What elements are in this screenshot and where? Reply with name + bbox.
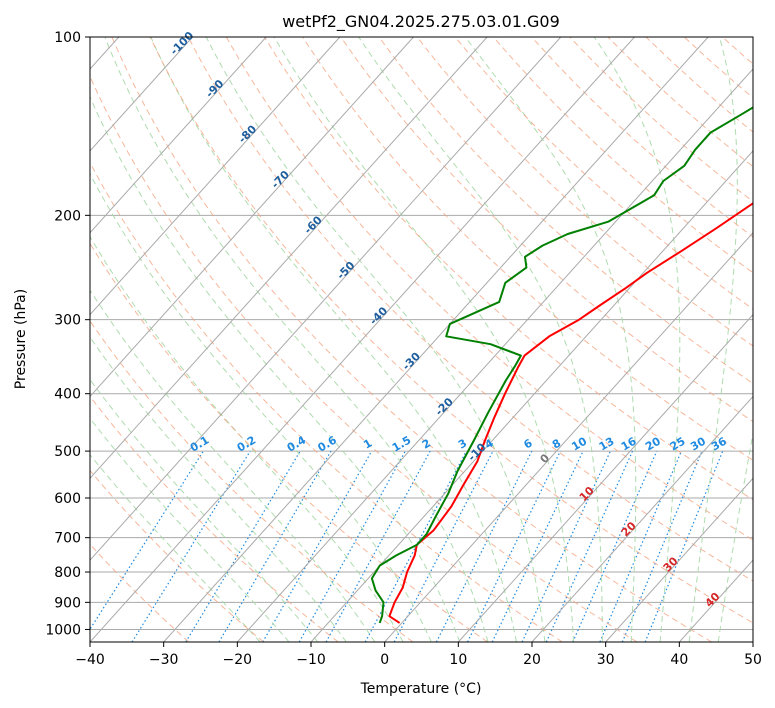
isotherm-line <box>90 37 488 480</box>
mixing-ratio-line <box>131 450 251 642</box>
y-tick-label: 200 <box>54 208 81 224</box>
series-layer <box>370 106 753 624</box>
mixing-ratio-line <box>521 450 611 642</box>
y-tick-label: 600 <box>54 491 81 507</box>
isotherm-line <box>90 37 341 316</box>
x-tick-label: −30 <box>149 652 179 668</box>
mixing-ratio-line <box>218 450 332 642</box>
isotherm-line <box>457 313 753 642</box>
isotherm-line <box>90 37 267 234</box>
mixing-ratio-line <box>545 450 634 642</box>
y-tick-label: 700 <box>54 531 81 547</box>
mixing-ratio-line <box>466 450 561 642</box>
mixing-ratio-line <box>90 450 204 631</box>
x-axis: −40 −30 −20 −10 0 10 20 30 40 50 <box>75 642 762 668</box>
moist-adiabat-line <box>464 37 637 642</box>
mixing-ratio-line <box>491 450 584 642</box>
moist-adiabat-line <box>90 172 432 642</box>
x-tick-label: 0 <box>380 652 389 668</box>
y-tick-label: 800 <box>54 565 81 581</box>
mixing-ratio-line <box>572 450 658 642</box>
mixing-ratio-line <box>185 450 301 642</box>
moist-adiabat-line <box>205 37 546 642</box>
isotherm-line <box>163 37 709 642</box>
moist-adiabat-line <box>90 235 404 642</box>
y-tick-label: 900 <box>54 595 81 611</box>
moist-adiabat-line <box>150 37 517 642</box>
isotherm-layer <box>90 37 753 642</box>
isotherm-line <box>90 37 193 152</box>
dry-adiabat-line <box>90 395 339 642</box>
mixing-ratio-line <box>621 450 703 642</box>
dry-adiabat-line <box>454 37 753 310</box>
dry-adiabat-line <box>90 543 190 642</box>
moist-adiabat-line <box>717 430 753 642</box>
grid-layer <box>90 37 753 630</box>
y-tick-label: 400 <box>54 387 81 403</box>
x-tick-label: −20 <box>223 652 253 668</box>
moist-adiabat-line <box>358 37 603 642</box>
isotherm-line <box>236 68 753 642</box>
x-tick-label: 50 <box>744 652 762 668</box>
moist-adiabat-layer <box>90 37 753 642</box>
dry-adiabat-line <box>90 161 563 642</box>
x-tick-label: 30 <box>597 652 615 668</box>
chart-title: wetPf2_GN04.2025.275.03.01.G09 <box>282 12 560 32</box>
isotherm-line <box>90 37 414 398</box>
moist-adiabat-line <box>90 289 376 642</box>
dry-adiabat-line <box>90 469 264 642</box>
plot-area <box>90 37 753 642</box>
isotherm-line <box>384 231 753 642</box>
dry-adiabat-line <box>416 37 753 347</box>
moist-adiabat-line <box>688 37 738 642</box>
x-tick-label: −40 <box>75 652 105 668</box>
y-tick-label: 300 <box>54 313 81 329</box>
x-tick-label: 10 <box>449 652 467 668</box>
y-tick-label: 500 <box>54 444 81 460</box>
moist-adiabat-line <box>90 336 347 642</box>
mixing-ratio-line <box>298 450 406 642</box>
isotherm-line <box>90 37 562 561</box>
moist-adiabat-line <box>593 37 681 642</box>
moist-adiabat-line <box>104 37 489 642</box>
x-tick-label: 40 <box>670 652 688 668</box>
moist-adiabat-line <box>90 378 319 642</box>
x-axis-label: Temperature (°C) <box>360 681 482 697</box>
temperature-profile-line <box>388 202 753 624</box>
dry-adiabat-line <box>149 37 753 624</box>
y-tick-label: 1000 <box>45 622 81 638</box>
moist-adiabat-line <box>90 417 290 642</box>
y-axis-label: Pressure (hPa) <box>13 289 29 389</box>
moist-adiabat-line <box>90 95 461 642</box>
moist-adiabat-line <box>273 37 575 642</box>
isotherm-line <box>310 150 753 642</box>
y-axis: 1000 900 800 700 600 500 400 300 200 100 <box>45 30 90 638</box>
plot-frame <box>89 36 754 643</box>
y-tick-label: 100 <box>54 30 81 46</box>
dry-adiabat-line <box>90 242 488 642</box>
dewpoint-profile-line <box>370 106 753 624</box>
mixing-ratio-line <box>262 450 373 642</box>
x-tick-label: −10 <box>296 652 326 668</box>
x-tick-label: 20 <box>523 652 541 668</box>
isotherm-line <box>531 395 753 642</box>
isotherm-line <box>90 37 635 642</box>
mixing-ratio-line <box>599 450 682 642</box>
isotherm-line <box>752 641 753 642</box>
moist-adiabat-line <box>90 453 261 642</box>
isotherm-line <box>605 477 753 642</box>
